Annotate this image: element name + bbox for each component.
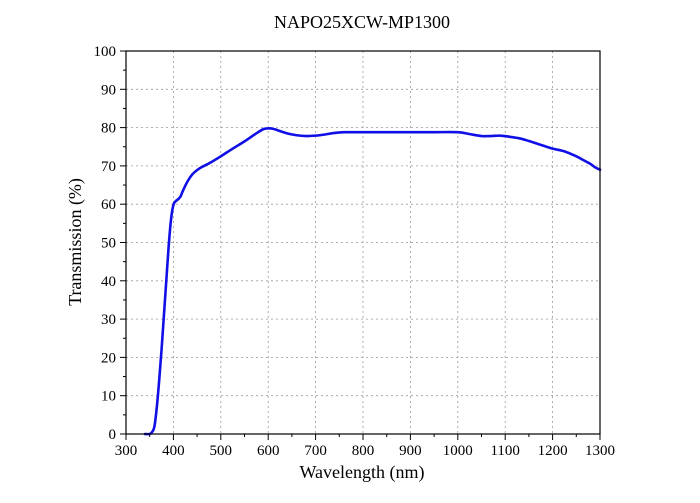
y-tick-label: 90: [101, 82, 116, 98]
x-tick-label: 500: [210, 443, 233, 459]
transmission-series-line: [143, 127, 602, 436]
y-tick-label: 10: [101, 389, 116, 405]
chart-title: NAPO25XCW-MP1300: [274, 12, 450, 32]
x-tick-label: 900: [399, 443, 422, 459]
y-axis-title: Transmission (%): [65, 178, 86, 306]
x-tick-label: 1100: [490, 443, 519, 459]
y-tick-label: 100: [94, 44, 117, 60]
x-tick-label: 600: [257, 443, 280, 459]
y-tick-label: 60: [101, 197, 116, 213]
x-tick-label: 700: [304, 443, 327, 459]
y-tick-label: 70: [101, 159, 116, 175]
y-tick-label: 30: [101, 312, 116, 328]
y-tick-label: 50: [101, 236, 116, 252]
y-tick-label: 80: [101, 121, 116, 137]
x-tick-label: 300: [115, 443, 138, 459]
x-tick-label: 1200: [538, 443, 568, 459]
axis-ticks: [120, 50, 601, 440]
x-tick-label: 800: [352, 443, 375, 459]
x-tick-label: 400: [162, 443, 185, 459]
x-axis-title: Wavelength (nm): [299, 462, 424, 483]
y-tick-label: 20: [101, 350, 116, 366]
tick-labels: 300 400 500 600 700 800 900 1000 1100 1200 1300 0 10…: [94, 44, 616, 459]
y-tick-label: 0: [109, 427, 117, 443]
plot-frame: [125, 50, 601, 435]
y-tick-label: 40: [101, 274, 116, 290]
series-layer: [143, 127, 602, 436]
x-tick-label: 1300: [585, 443, 615, 459]
grid-lines: [126, 51, 600, 434]
x-tick-label: 1000: [443, 443, 473, 459]
